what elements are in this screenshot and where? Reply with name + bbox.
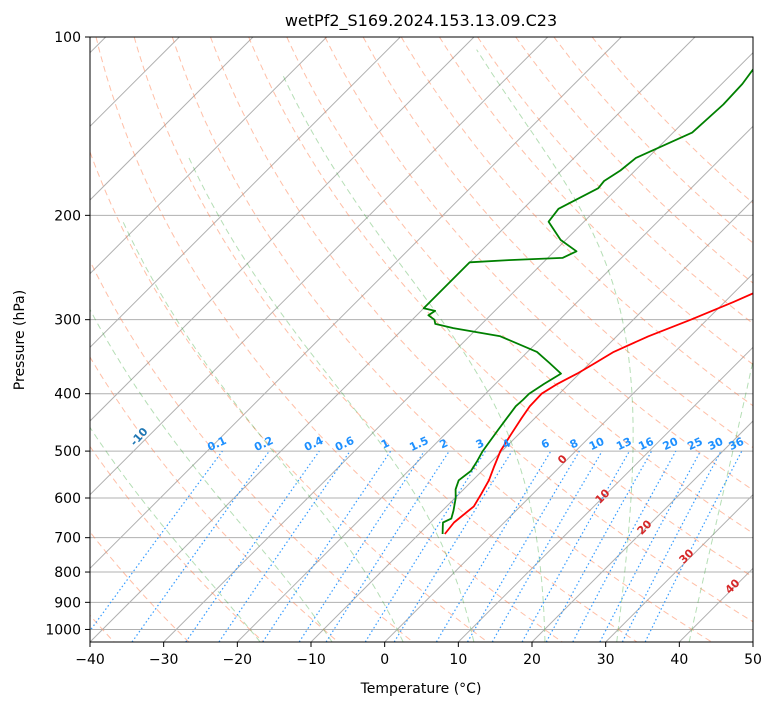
dry-adiabat-10 (58, 37, 488, 642)
dry-adiabat--10 (0, 37, 338, 642)
y-tick-label: 300 (54, 313, 81, 329)
moist-adiabat-label: 20 (635, 517, 655, 537)
mixing-ratio-16 (546, 451, 651, 642)
dry-adiabat-40 (172, 37, 711, 642)
mixing-ratio-6 (436, 451, 551, 642)
mixing-ratio-label: 6 (539, 436, 552, 451)
dry-adiabat--20 (0, 37, 264, 642)
isotherm--80 (0, 37, 400, 642)
isotherm--50 (16, 37, 621, 642)
x-tick-label: 0 (380, 652, 389, 668)
y-tick-label: 400 (54, 387, 81, 403)
mixing-ratio-20 (573, 451, 676, 642)
y-tick-label: 1000 (45, 622, 81, 638)
dry-adiabat-0 (20, 37, 413, 642)
dry-adiabat--30 (0, 37, 189, 642)
x-axis-label: Temperature (°C) (360, 681, 482, 697)
moist-adiabat-40 (689, 50, 775, 642)
mixing-ratio-25 (600, 451, 701, 642)
dry-adiabat-140 (554, 37, 775, 642)
y-tick-label: 600 (54, 491, 81, 507)
isotherm-20 (532, 37, 775, 642)
mixing-ratio-label: 2 (438, 436, 450, 451)
isotherm-40 (679, 37, 775, 642)
moist-adiabat-20 (282, 73, 545, 642)
isotherm--100 (0, 37, 253, 642)
mixing-ratio-label: 30 (706, 435, 726, 453)
y-tick-label: 100 (54, 30, 81, 46)
y-tick-label: 700 (54, 531, 81, 547)
mixing-ratio-1 (263, 451, 391, 642)
y-tick-label: 900 (54, 595, 81, 611)
moist-adiabat-label: 40 (723, 576, 743, 596)
mixing-ratio-3 (365, 451, 485, 642)
x-tick-label: −10 (296, 652, 326, 668)
x-tick-label: 20 (523, 652, 541, 668)
isotherm-50 (753, 37, 775, 642)
x-tick-label: 40 (670, 652, 688, 668)
isotherm--30 (164, 37, 769, 642)
moist-adiabat-0 (123, 222, 403, 642)
x-tick-label: 10 (449, 652, 467, 668)
x-tick-label: 30 (597, 652, 615, 668)
isotherm--70 (0, 37, 474, 642)
mixing-ratio-label: 16 (636, 435, 656, 453)
y-tick-label: 200 (54, 208, 81, 224)
x-tick-label: −40 (75, 652, 105, 668)
moist-adiabat-30 (477, 50, 633, 642)
mixing-ratio-label: 13 (614, 435, 633, 453)
isotherm--40 (90, 37, 695, 642)
moist-adiabat-label: 30 (677, 546, 697, 566)
x-tick-label: −30 (149, 652, 179, 668)
mixing-ratio-label: 1 (379, 436, 391, 451)
x-tick-label: 50 (744, 652, 762, 668)
mixing-ratio-label: 36 (727, 435, 747, 453)
temperature-profile (445, 37, 775, 534)
mixing-ratio-label: 8 (568, 436, 580, 451)
moist-adiabat-label: 10 (593, 486, 613, 506)
mixing-ratio-0.1 (82, 451, 223, 642)
moist-adiabat--20 (27, 315, 260, 642)
x-tick-label: −20 (223, 652, 253, 668)
mixing-ratio-label: 20 (661, 435, 681, 453)
y-axis-label: Pressure (hPa) (12, 290, 28, 390)
chart-title: wetPf2_S169.2024.153.13.09.C23 (285, 11, 557, 31)
dry-adiabat-20 (96, 37, 562, 642)
y-tick-label: 800 (54, 565, 81, 581)
dry-adiabat-30 (134, 37, 637, 642)
dry-adiabat-label: -10 (128, 425, 151, 449)
mixing-ratio-1.5 (299, 451, 424, 642)
mixing-ratio-label: 25 (685, 435, 704, 453)
isotherm--10 (311, 37, 775, 642)
dewpoint-profile (424, 37, 775, 534)
isotherm--90 (0, 37, 327, 642)
mixing-ratio-2 (326, 451, 449, 642)
y-tick-label: 500 (54, 444, 81, 460)
